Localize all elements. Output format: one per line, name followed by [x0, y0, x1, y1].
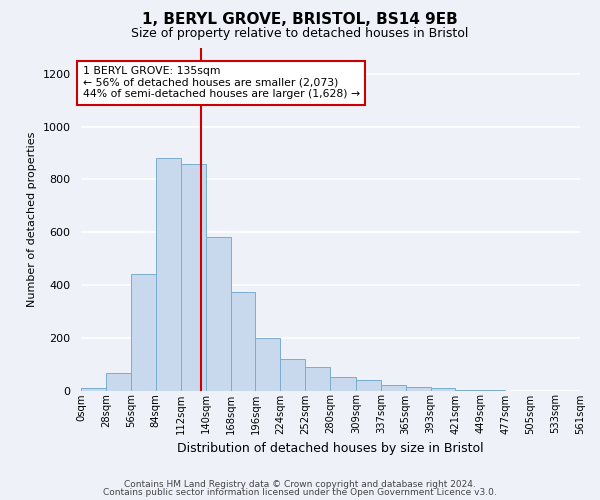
- Text: Size of property relative to detached houses in Bristol: Size of property relative to detached ho…: [131, 28, 469, 40]
- Text: Contains HM Land Registry data © Crown copyright and database right 2024.: Contains HM Land Registry data © Crown c…: [124, 480, 476, 489]
- Bar: [356, 380, 381, 390]
- Bar: [256, 338, 280, 390]
- Bar: [230, 292, 256, 390]
- Bar: [181, 164, 206, 390]
- Y-axis label: Number of detached properties: Number of detached properties: [27, 132, 37, 306]
- Bar: [305, 368, 330, 390]
- Text: 1, BERYL GROVE, BRISTOL, BS14 9EB: 1, BERYL GROVE, BRISTOL, BS14 9EB: [142, 12, 458, 28]
- X-axis label: Distribution of detached houses by size in Bristol: Distribution of detached houses by size …: [177, 442, 484, 455]
- Text: 1 BERYL GROVE: 135sqm
← 56% of detached houses are smaller (2,073)
44% of semi-d: 1 BERYL GROVE: 135sqm ← 56% of detached …: [83, 66, 360, 99]
- Bar: [131, 274, 156, 390]
- Bar: [381, 385, 406, 390]
- Bar: [206, 238, 230, 390]
- Bar: [431, 388, 455, 390]
- Text: Contains public sector information licensed under the Open Government Licence v3: Contains public sector information licen…: [103, 488, 497, 497]
- Bar: [330, 378, 356, 390]
- Bar: [280, 359, 305, 390]
- Bar: [406, 388, 431, 390]
- Bar: [156, 158, 181, 390]
- Bar: [81, 388, 106, 390]
- Bar: [106, 374, 131, 390]
